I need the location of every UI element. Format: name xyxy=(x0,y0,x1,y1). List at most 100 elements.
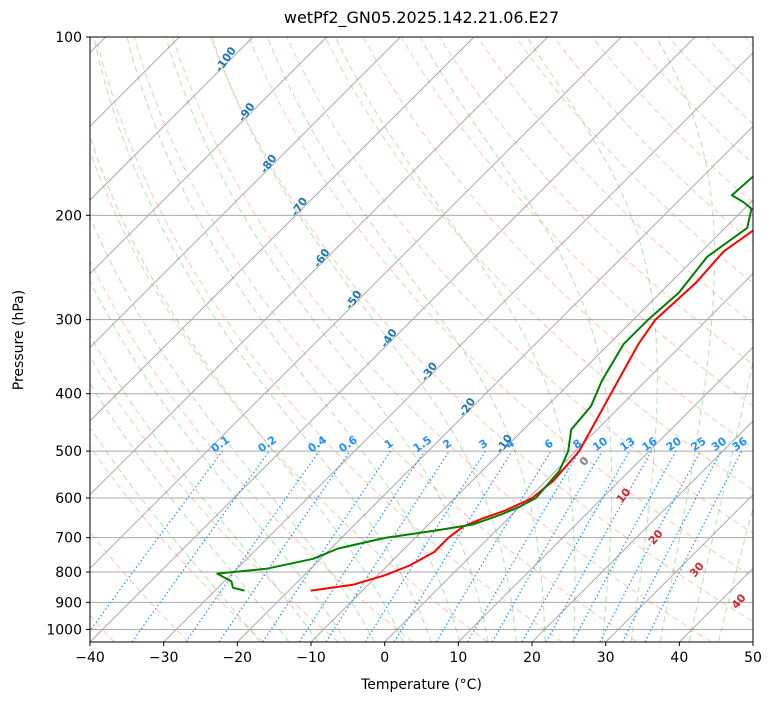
moist-adiabat-line xyxy=(165,37,489,642)
dry-adiabat-line xyxy=(210,37,753,623)
mixing-ratio-label: 0.1 xyxy=(209,433,232,455)
y-tick-label: 200 xyxy=(55,208,82,224)
dry-adiabat-label: -20 xyxy=(456,395,478,419)
x-tick-label: 40 xyxy=(670,650,688,666)
dry-adiabat-line xyxy=(90,356,339,642)
mixing-ratio-label: 3 xyxy=(477,437,491,452)
dry-adiabat-line xyxy=(706,37,753,86)
mixing-ratio-line xyxy=(599,450,702,642)
y-tick-label: 700 xyxy=(55,531,82,547)
isotherm-line xyxy=(384,272,753,642)
profile-series xyxy=(216,175,753,592)
isotherm-line xyxy=(678,567,753,642)
y-tick-label: 800 xyxy=(55,565,82,581)
isotherm-line xyxy=(90,37,622,570)
moist-adiabat-label: 10 xyxy=(614,485,634,505)
mixing-ratio-label: 1.5 xyxy=(411,433,434,455)
mixing-ratio-line xyxy=(262,450,392,642)
dry-adiabat-line xyxy=(90,445,264,642)
y-axis-label: Pressure (hPa) xyxy=(11,289,27,391)
dry-adiabat-line xyxy=(629,37,753,165)
moist-adiabat-line xyxy=(526,37,658,642)
mixing-ratio-line xyxy=(521,450,631,642)
dry-adiabat-line xyxy=(133,37,638,642)
y-tick-label: 100 xyxy=(55,30,82,46)
moist-adiabat-label: 0 xyxy=(577,454,592,468)
y-tick-label: 600 xyxy=(55,491,82,507)
mixing-ratio-label: 6 xyxy=(542,437,556,452)
mixing-ratio-line xyxy=(325,450,450,642)
isotherm-line xyxy=(90,37,254,201)
dry-adiabat-line xyxy=(171,37,712,642)
dry-adiabat-label: -10 xyxy=(493,432,515,456)
dry-adiabat-line xyxy=(515,37,753,284)
isotherm-line xyxy=(531,420,753,642)
temperature-line xyxy=(310,229,753,592)
moist-adiabat-line xyxy=(90,279,347,642)
mixing-ratio-line xyxy=(298,450,425,642)
dry-adiabat-line xyxy=(90,150,488,642)
moist-adiabat-label: 30 xyxy=(687,559,707,579)
dry-adiabat-label: -90 xyxy=(236,100,258,124)
chart-title: wetPf2_GN05.2025.142.21.06.E27 xyxy=(283,8,560,27)
dry-adiabat-line xyxy=(400,37,753,407)
isotherm-line xyxy=(752,641,753,642)
dry-adiabat-line xyxy=(477,37,753,325)
isotherm-line xyxy=(90,37,475,422)
x-tick-label: 20 xyxy=(523,650,541,666)
x-tick-label: 0 xyxy=(380,650,389,666)
mixing-ratio-label: 0.4 xyxy=(306,433,330,455)
moist-adiabat-label: 20 xyxy=(646,527,666,547)
dry-adiabats xyxy=(90,37,753,642)
moist-adiabat-line xyxy=(419,37,613,642)
isotherm-line xyxy=(163,51,753,642)
plot-frame xyxy=(89,36,754,643)
dry-adiabat-line xyxy=(248,37,753,578)
isotherm-line xyxy=(90,37,328,275)
moist-adiabat-line xyxy=(90,426,261,642)
dry-adiabat-line xyxy=(90,531,190,642)
dry-adiabat-line xyxy=(668,37,753,125)
mixing-ratio-line xyxy=(644,450,743,642)
dry-adiabat-label: -40 xyxy=(378,326,400,350)
mixing-ratio-line xyxy=(435,450,552,642)
y-axis-ticks: 100 200 300 400 500 600 700 800 900 1000 xyxy=(46,30,90,638)
moist-adiabats xyxy=(90,37,753,642)
moist-adiabat-line xyxy=(90,382,290,642)
x-tick-label: 30 xyxy=(597,650,615,666)
dry-adiabat-label: -30 xyxy=(418,359,440,383)
dry-adiabat-label: -80 xyxy=(258,152,280,176)
dry-adiabat-line xyxy=(362,37,753,449)
isotherm-grid xyxy=(90,37,753,642)
mixing-ratio-label: 2 xyxy=(440,437,454,452)
x-tick-label: −10 xyxy=(296,650,326,666)
isotherm-line xyxy=(90,37,696,642)
x-axis-label: Temperature (°C) xyxy=(361,677,482,693)
y-tick-label: 300 xyxy=(55,313,82,329)
isobar-grid xyxy=(90,37,753,630)
moist-adiabat-line xyxy=(90,334,319,642)
isotherm-line xyxy=(236,125,753,642)
mixing-ratio-line xyxy=(218,450,351,642)
moist-adiabat-line xyxy=(688,359,753,642)
dry-adiabat-line xyxy=(95,37,563,642)
isotherm-line xyxy=(310,199,753,642)
x-tick-label: −40 xyxy=(75,650,105,666)
dry-adiabat-line xyxy=(90,259,414,642)
y-tick-label: 500 xyxy=(55,444,82,460)
mixing-ratio-line xyxy=(131,450,270,642)
mixing-ratio-line xyxy=(393,450,513,642)
x-axis-ticks: −40 −30 −20 −10 0 10 20 30 40 50 xyxy=(75,642,762,666)
isotherm-line xyxy=(605,493,753,642)
mixing-ratio-line xyxy=(185,450,320,642)
x-tick-label: 50 xyxy=(744,650,762,666)
isotherm-line xyxy=(90,37,549,496)
y-tick-label: 400 xyxy=(55,387,82,403)
moist-adiabat-line xyxy=(93,37,432,642)
x-tick-label: −20 xyxy=(223,650,253,666)
dry-adiabat-label: -50 xyxy=(343,288,365,312)
moist-adiabat-line xyxy=(266,37,546,642)
mixing-ratio-line xyxy=(545,450,653,642)
isotherm-line xyxy=(457,346,753,642)
moist-adiabat-line xyxy=(126,37,461,642)
